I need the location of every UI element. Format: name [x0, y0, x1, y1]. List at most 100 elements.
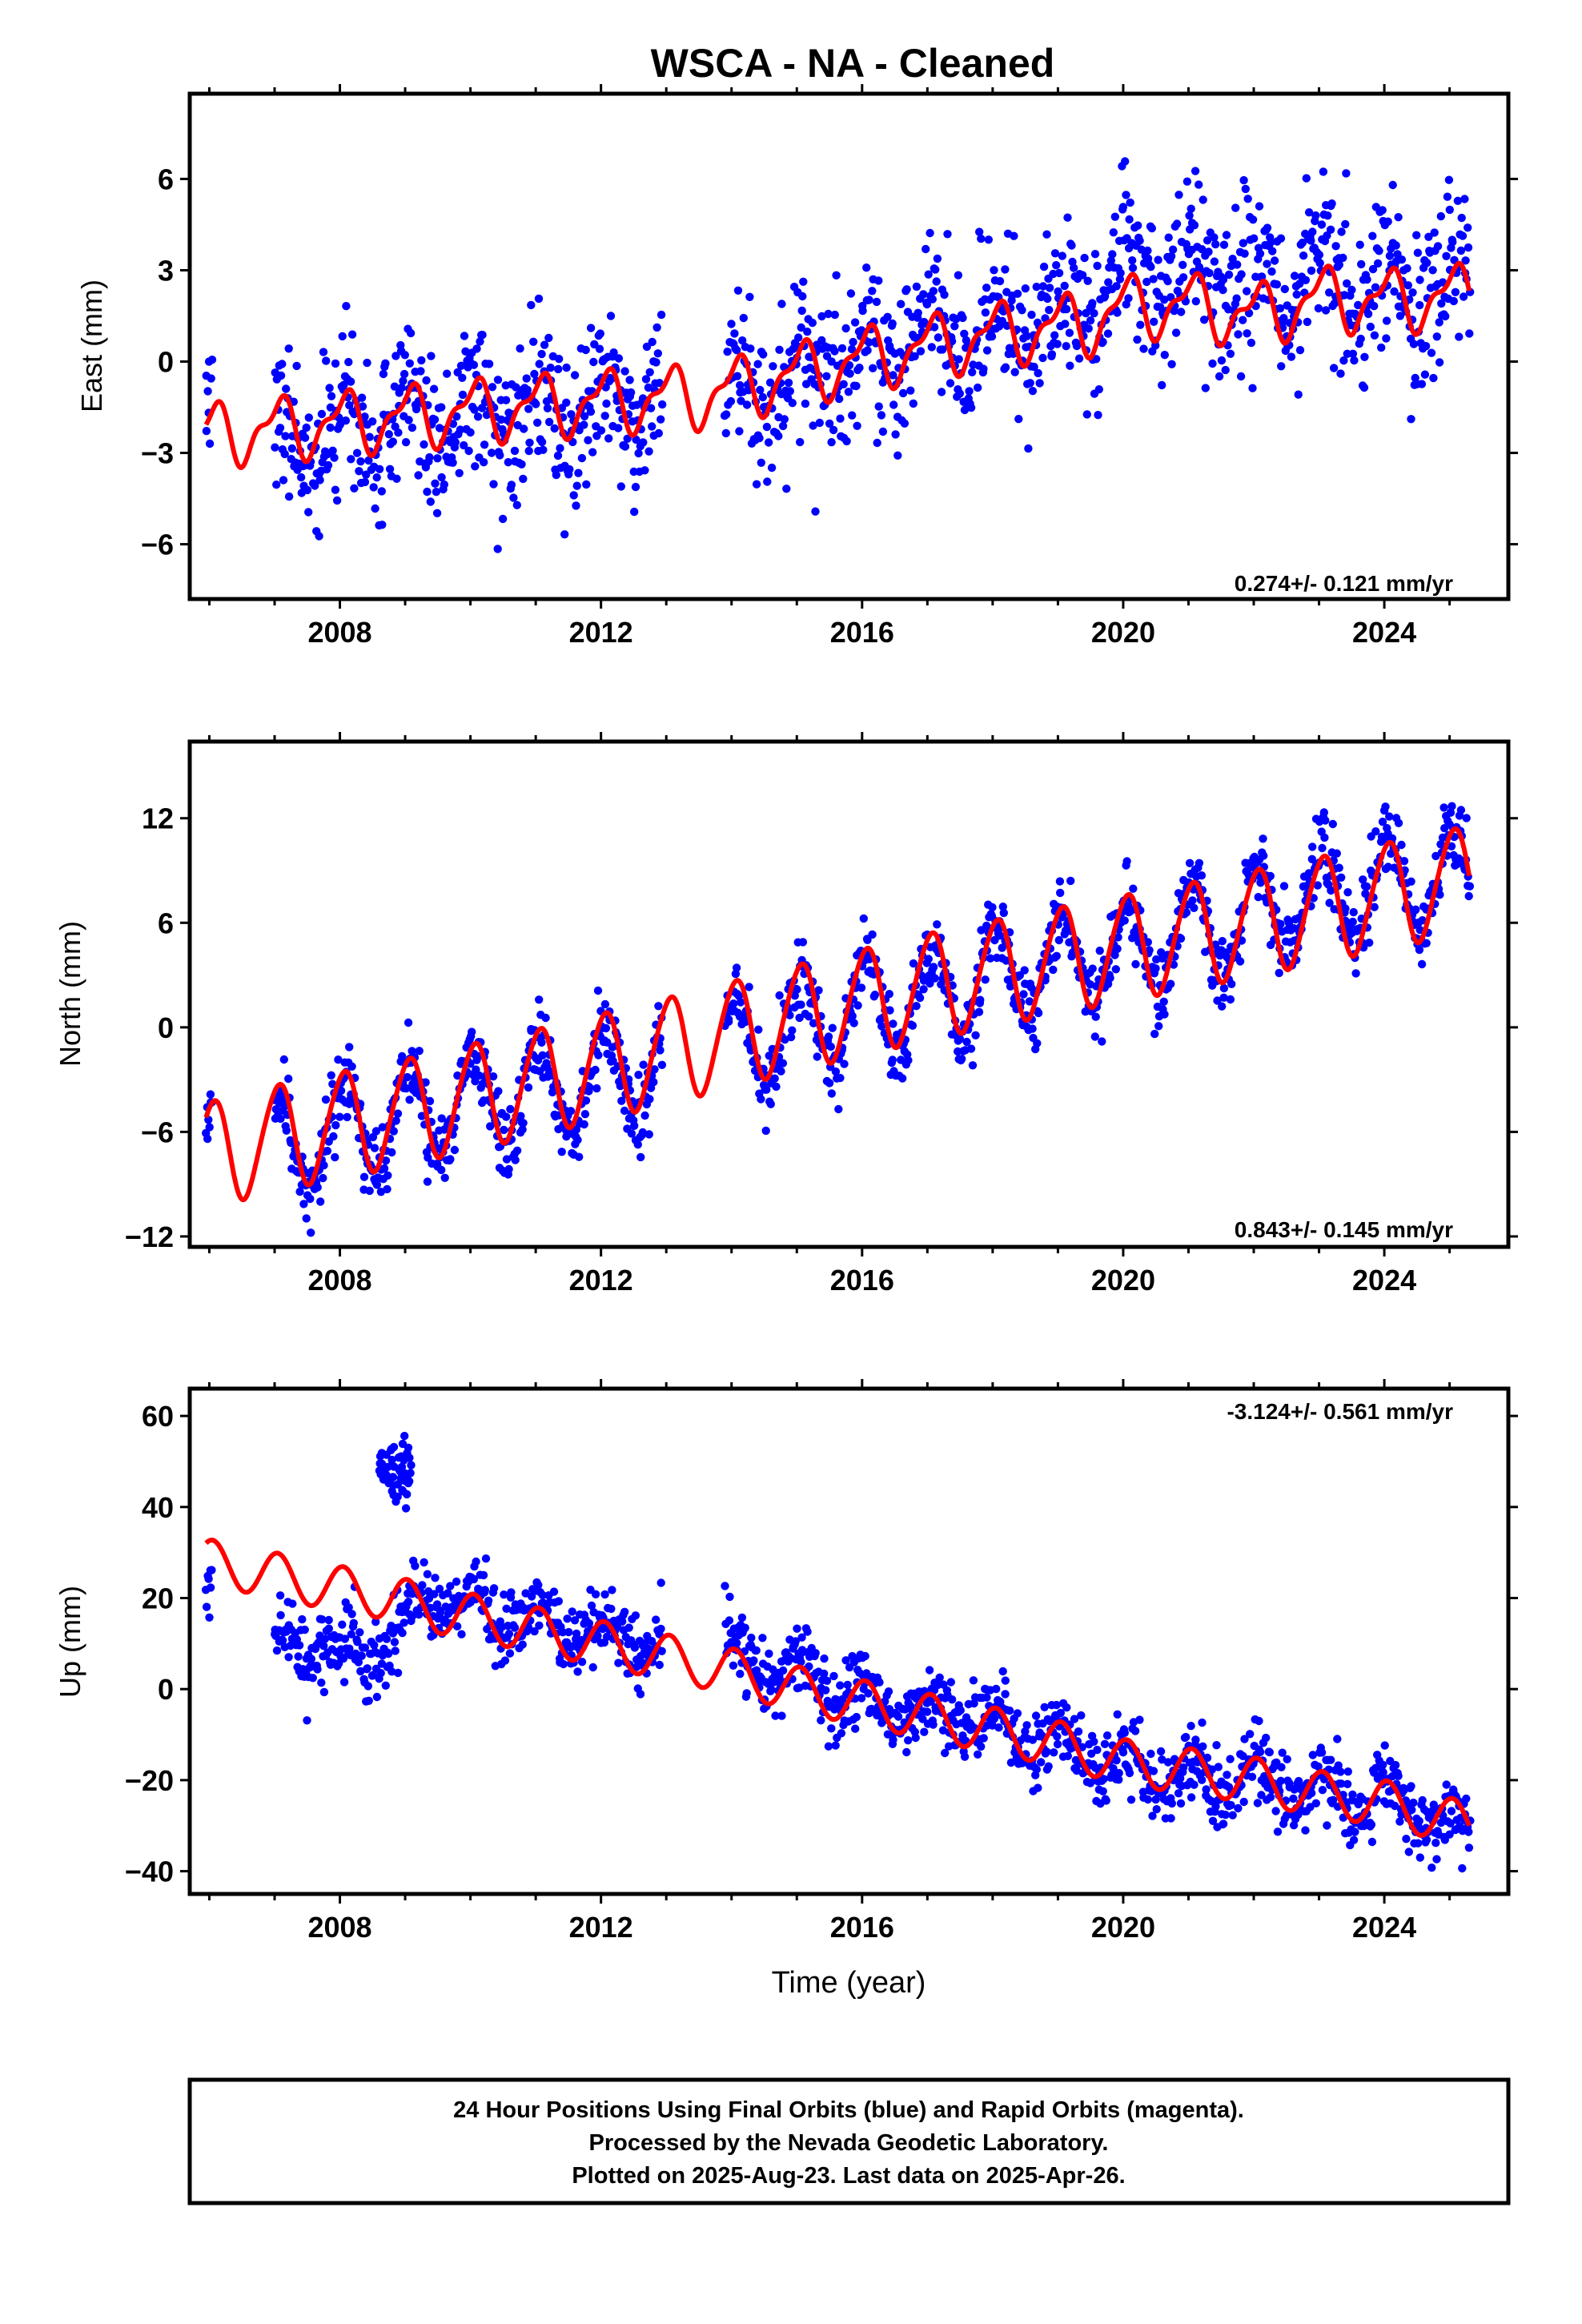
east-data-point	[516, 344, 524, 353]
east-data-point	[937, 388, 946, 396]
up-data-point	[1351, 1827, 1359, 1836]
east-y-tick-label: 3	[158, 254, 174, 287]
north-data-point	[1397, 840, 1406, 850]
up-data-point	[1227, 1800, 1235, 1810]
north-data-point	[393, 1109, 403, 1118]
north-data-point	[986, 954, 995, 963]
east-data-point	[877, 411, 886, 420]
north-data-point	[999, 908, 1009, 918]
up-data-point	[1102, 1731, 1112, 1740]
up-data-point	[778, 1666, 788, 1675]
north-data-point	[1313, 881, 1323, 890]
east-data-point	[809, 421, 817, 430]
east-data-point	[1217, 356, 1227, 365]
east-data-point	[1248, 384, 1257, 392]
footer-frame	[187, 2077, 1511, 2205]
up-data-point	[420, 1558, 428, 1567]
east-data-point	[1366, 322, 1375, 332]
up-data-point	[1022, 1721, 1031, 1730]
east-y-tick-label: −3	[141, 437, 174, 470]
north-data-point	[898, 1074, 907, 1083]
north-data-point	[805, 1012, 813, 1021]
east-data-point	[769, 362, 777, 371]
north-data-point	[640, 1111, 649, 1120]
east-data-points	[202, 157, 1475, 553]
north-data-point	[383, 1171, 392, 1180]
north-model-line	[203, 826, 1472, 1203]
east-data-point	[1094, 411, 1102, 420]
east-data-point	[1014, 415, 1023, 424]
east-data-point	[1226, 349, 1235, 358]
up-data-point	[1077, 1711, 1086, 1720]
east-data-point	[1203, 236, 1212, 245]
east-data-point	[399, 376, 408, 385]
footer-box: 24 Hour Positions Using Final Orbits (bl…	[187, 2077, 1511, 2205]
east-data-point	[455, 468, 464, 477]
north-data-point	[1381, 802, 1390, 811]
north-data-point	[1266, 871, 1275, 881]
up-data-point	[564, 1627, 573, 1637]
east-data-point	[902, 285, 911, 294]
east-data-point	[417, 356, 426, 365]
east-data-point	[755, 433, 764, 443]
up-data-point	[446, 1582, 455, 1590]
east-data-point	[1279, 314, 1288, 323]
north-data-point	[966, 1044, 976, 1053]
north-data-point	[1284, 919, 1294, 927]
east-data-point	[1280, 284, 1290, 294]
east-data-point	[364, 456, 373, 465]
east-data-point	[565, 464, 574, 474]
east-data-point	[1453, 196, 1463, 205]
north-data-point	[1378, 817, 1387, 826]
north-data-point	[1343, 888, 1352, 897]
east-data-point	[1045, 283, 1054, 292]
east-data-point	[830, 310, 840, 320]
north-data-point	[1218, 1002, 1227, 1011]
x-axis-label: Time (year)	[772, 1966, 926, 2000]
east-data-point	[1035, 379, 1044, 388]
east-data-point	[392, 474, 401, 483]
up-data-point	[572, 1629, 581, 1638]
east-data-point	[1294, 390, 1303, 399]
up-data-point	[1203, 1753, 1212, 1763]
east-data-point	[1050, 331, 1059, 340]
up-data-point	[1277, 1763, 1286, 1771]
north-data-point	[840, 1059, 849, 1068]
east-data-point	[634, 448, 643, 458]
up-data-point	[381, 1681, 390, 1690]
up-data-point	[725, 1616, 734, 1625]
east-data-point	[1143, 246, 1152, 255]
east-data-point	[1301, 275, 1311, 284]
up-data-point	[1174, 1789, 1183, 1798]
east-data-point	[1255, 249, 1265, 258]
north-data-point	[473, 1051, 482, 1060]
up-outlier-point	[390, 1462, 399, 1471]
north-data-point	[826, 1042, 836, 1051]
north-data-point	[649, 1078, 658, 1087]
east-data-point	[1441, 312, 1450, 321]
north-data-point	[486, 1122, 495, 1131]
east-data-point	[422, 376, 431, 385]
north-data-point	[775, 991, 784, 1000]
north-data-point	[1348, 917, 1357, 927]
north-data-point	[389, 1127, 398, 1136]
east-data-point	[331, 359, 340, 368]
east-data-point	[1110, 212, 1120, 221]
east-data-point	[433, 454, 442, 463]
east-data-point	[733, 286, 743, 295]
east-data-point	[345, 400, 354, 410]
up-data-point	[1314, 1762, 1323, 1771]
north-data-point	[1182, 908, 1191, 917]
up-data-point	[411, 1562, 420, 1570]
north-data-point	[1034, 1008, 1043, 1018]
up-outlier-point	[403, 1474, 412, 1482]
up-outlier-point	[377, 1449, 387, 1458]
east-data-point	[1083, 276, 1092, 285]
north-data-point	[516, 1112, 525, 1120]
east-data-point	[644, 383, 653, 392]
east-data-point	[520, 424, 528, 433]
east-data-point	[1062, 304, 1071, 314]
east-data-point	[453, 368, 462, 377]
east-data-point	[322, 356, 331, 365]
north-data-point	[1456, 806, 1466, 814]
